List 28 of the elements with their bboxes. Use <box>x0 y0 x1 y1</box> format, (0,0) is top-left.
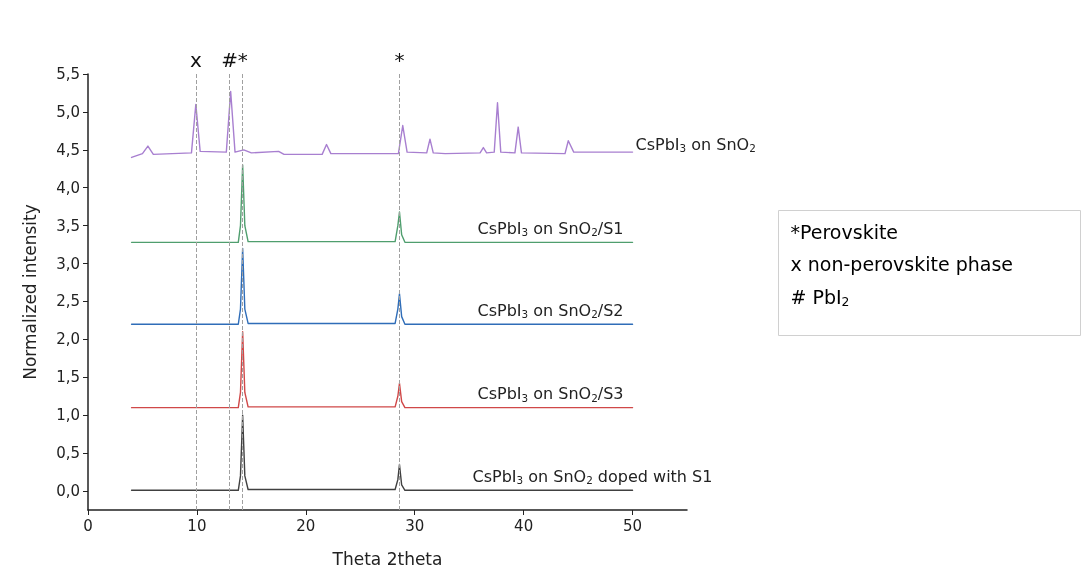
text: x non-perovskite phase <box>790 253 1014 275</box>
y-tick-label: 3,0 <box>56 254 80 273</box>
y-tick-label: 0,5 <box>56 444 80 463</box>
y-tick-label: 4,0 <box>56 178 80 197</box>
y-axis-title: Normalized intensity <box>19 204 40 380</box>
y-tick-label: 3,5 <box>56 216 80 235</box>
x-tick-label: 40 <box>514 516 534 535</box>
ref-line-label: * <box>394 48 405 72</box>
ref-line-label: * <box>237 48 248 72</box>
y-tick-label: 1,0 <box>56 406 80 425</box>
x-tick-label: 50 <box>623 516 643 535</box>
y-tick-label: 1,5 <box>56 368 80 387</box>
y-tick-label: 0,0 <box>56 482 80 501</box>
x-tick-label: 10 <box>187 516 207 535</box>
x-tick-label: 30 <box>405 516 425 535</box>
y-tick-label: 5,0 <box>56 102 80 121</box>
x-tick-label: 0 <box>83 516 93 535</box>
ref-line-label: # <box>221 48 238 72</box>
y-tick-label: 5,5 <box>56 65 80 83</box>
line-series <box>130 331 634 409</box>
y-tick-label: 4,5 <box>56 140 80 159</box>
x-tick-label: 20 <box>296 516 316 535</box>
text: *Perovskite <box>790 221 899 243</box>
y-tick-label: 2,0 <box>56 330 80 349</box>
y-tick-label: 2,5 <box>56 292 80 311</box>
line-series <box>130 90 634 159</box>
x-axis-title: Theta 2theta <box>331 548 443 569</box>
ref-line-label: x <box>189 48 202 72</box>
